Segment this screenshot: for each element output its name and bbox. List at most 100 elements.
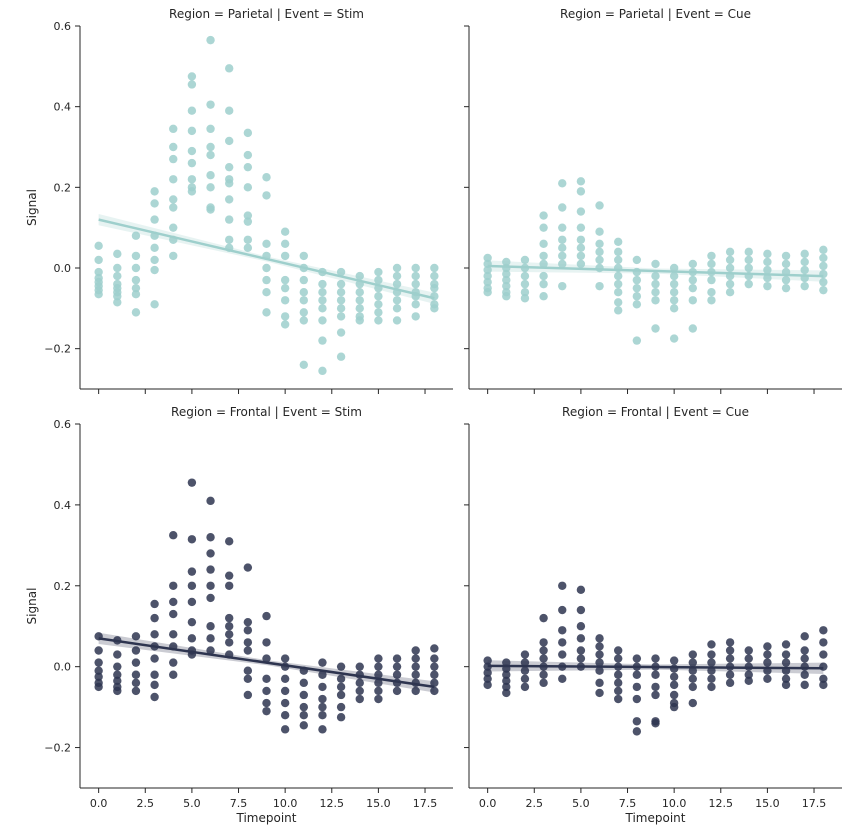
data-point [744, 255, 753, 265]
y-tick-label: 0.4 [54, 499, 72, 512]
data-point [725, 279, 735, 289]
data-point [539, 670, 548, 679]
data-point [374, 694, 383, 704]
data-point [576, 654, 586, 663]
data-point [243, 128, 253, 138]
data-point [430, 670, 439, 679]
data-point [483, 265, 492, 275]
data-point [206, 646, 215, 655]
data-point [262, 686, 271, 696]
data-point [781, 640, 791, 649]
y-tick-label: −0.2 [44, 742, 71, 755]
data-point [169, 531, 178, 540]
facet-title: Region = Frontal | Event = Stim [171, 405, 362, 419]
data-point [187, 80, 197, 89]
data-point [558, 235, 567, 244]
data-point [243, 217, 253, 226]
data-point [206, 622, 215, 631]
x-tick-label: 7.5 [230, 797, 248, 810]
data-point [225, 581, 234, 590]
data-point [502, 257, 511, 267]
x-tick-label: 10.0 [273, 797, 298, 810]
data-point [280, 296, 290, 305]
regression-line [487, 664, 824, 670]
data-point [763, 658, 772, 667]
data-point [800, 646, 809, 655]
data-point [225, 106, 234, 115]
data-point [113, 249, 122, 259]
data-point [206, 549, 215, 558]
data-point [169, 251, 178, 261]
data-point [763, 281, 772, 291]
data-point [558, 203, 567, 212]
data-point [243, 638, 253, 647]
data-point [688, 674, 697, 683]
facet-title: Region = Parietal | Event = Cue [560, 7, 751, 21]
data-point [688, 666, 697, 675]
data-point [280, 275, 290, 285]
data-point [299, 711, 308, 720]
data-point [225, 613, 234, 623]
data-point [187, 187, 197, 196]
data-point [800, 249, 809, 259]
data-point [744, 279, 753, 289]
data-point [651, 719, 660, 728]
data-point [520, 682, 530, 692]
data-point [131, 251, 141, 261]
data-point [576, 223, 586, 232]
y-axis-label: Signal [25, 189, 39, 226]
data-point [558, 581, 567, 590]
data-point [781, 650, 791, 659]
data-point [558, 259, 567, 269]
data-point [225, 630, 234, 639]
data-point [744, 654, 753, 663]
data-point [131, 686, 141, 696]
data-point [800, 654, 809, 663]
data-point [206, 171, 215, 180]
data-point [280, 227, 290, 236]
data-point [94, 267, 103, 277]
data-point [336, 267, 346, 277]
data-point [94, 666, 103, 675]
data-point [355, 316, 364, 325]
data-point [169, 597, 178, 607]
data-point [725, 638, 735, 647]
data-point [169, 658, 178, 667]
data-point [150, 300, 159, 309]
data-point [781, 275, 791, 285]
data-point [763, 257, 772, 267]
data-point [632, 654, 642, 663]
data-point [131, 275, 141, 285]
data-point [520, 294, 530, 303]
data-point [411, 300, 420, 309]
data-point [94, 255, 103, 265]
data-point [411, 271, 420, 281]
data-point [187, 126, 197, 136]
data-point [483, 674, 492, 683]
data-point [781, 680, 791, 690]
data-point [502, 269, 511, 279]
data-point [299, 296, 308, 305]
data-point [262, 308, 271, 317]
data-point [819, 285, 828, 295]
data-point [336, 288, 346, 297]
data-point [688, 698, 697, 708]
data-point [280, 698, 290, 708]
data-point [763, 642, 772, 651]
data-point [374, 267, 383, 277]
data-point [169, 142, 178, 152]
data-point [318, 304, 327, 313]
data-point [187, 634, 197, 643]
data-point [169, 195, 178, 204]
data-point [632, 255, 642, 265]
data-point [502, 688, 511, 698]
data-point [688, 283, 697, 293]
data-point [707, 251, 716, 261]
data-point [576, 634, 586, 643]
data-point [688, 658, 697, 667]
data-point [355, 288, 364, 297]
data-point [280, 711, 290, 720]
data-point [355, 296, 364, 305]
data-point [614, 646, 623, 655]
regression-line [487, 264, 824, 278]
